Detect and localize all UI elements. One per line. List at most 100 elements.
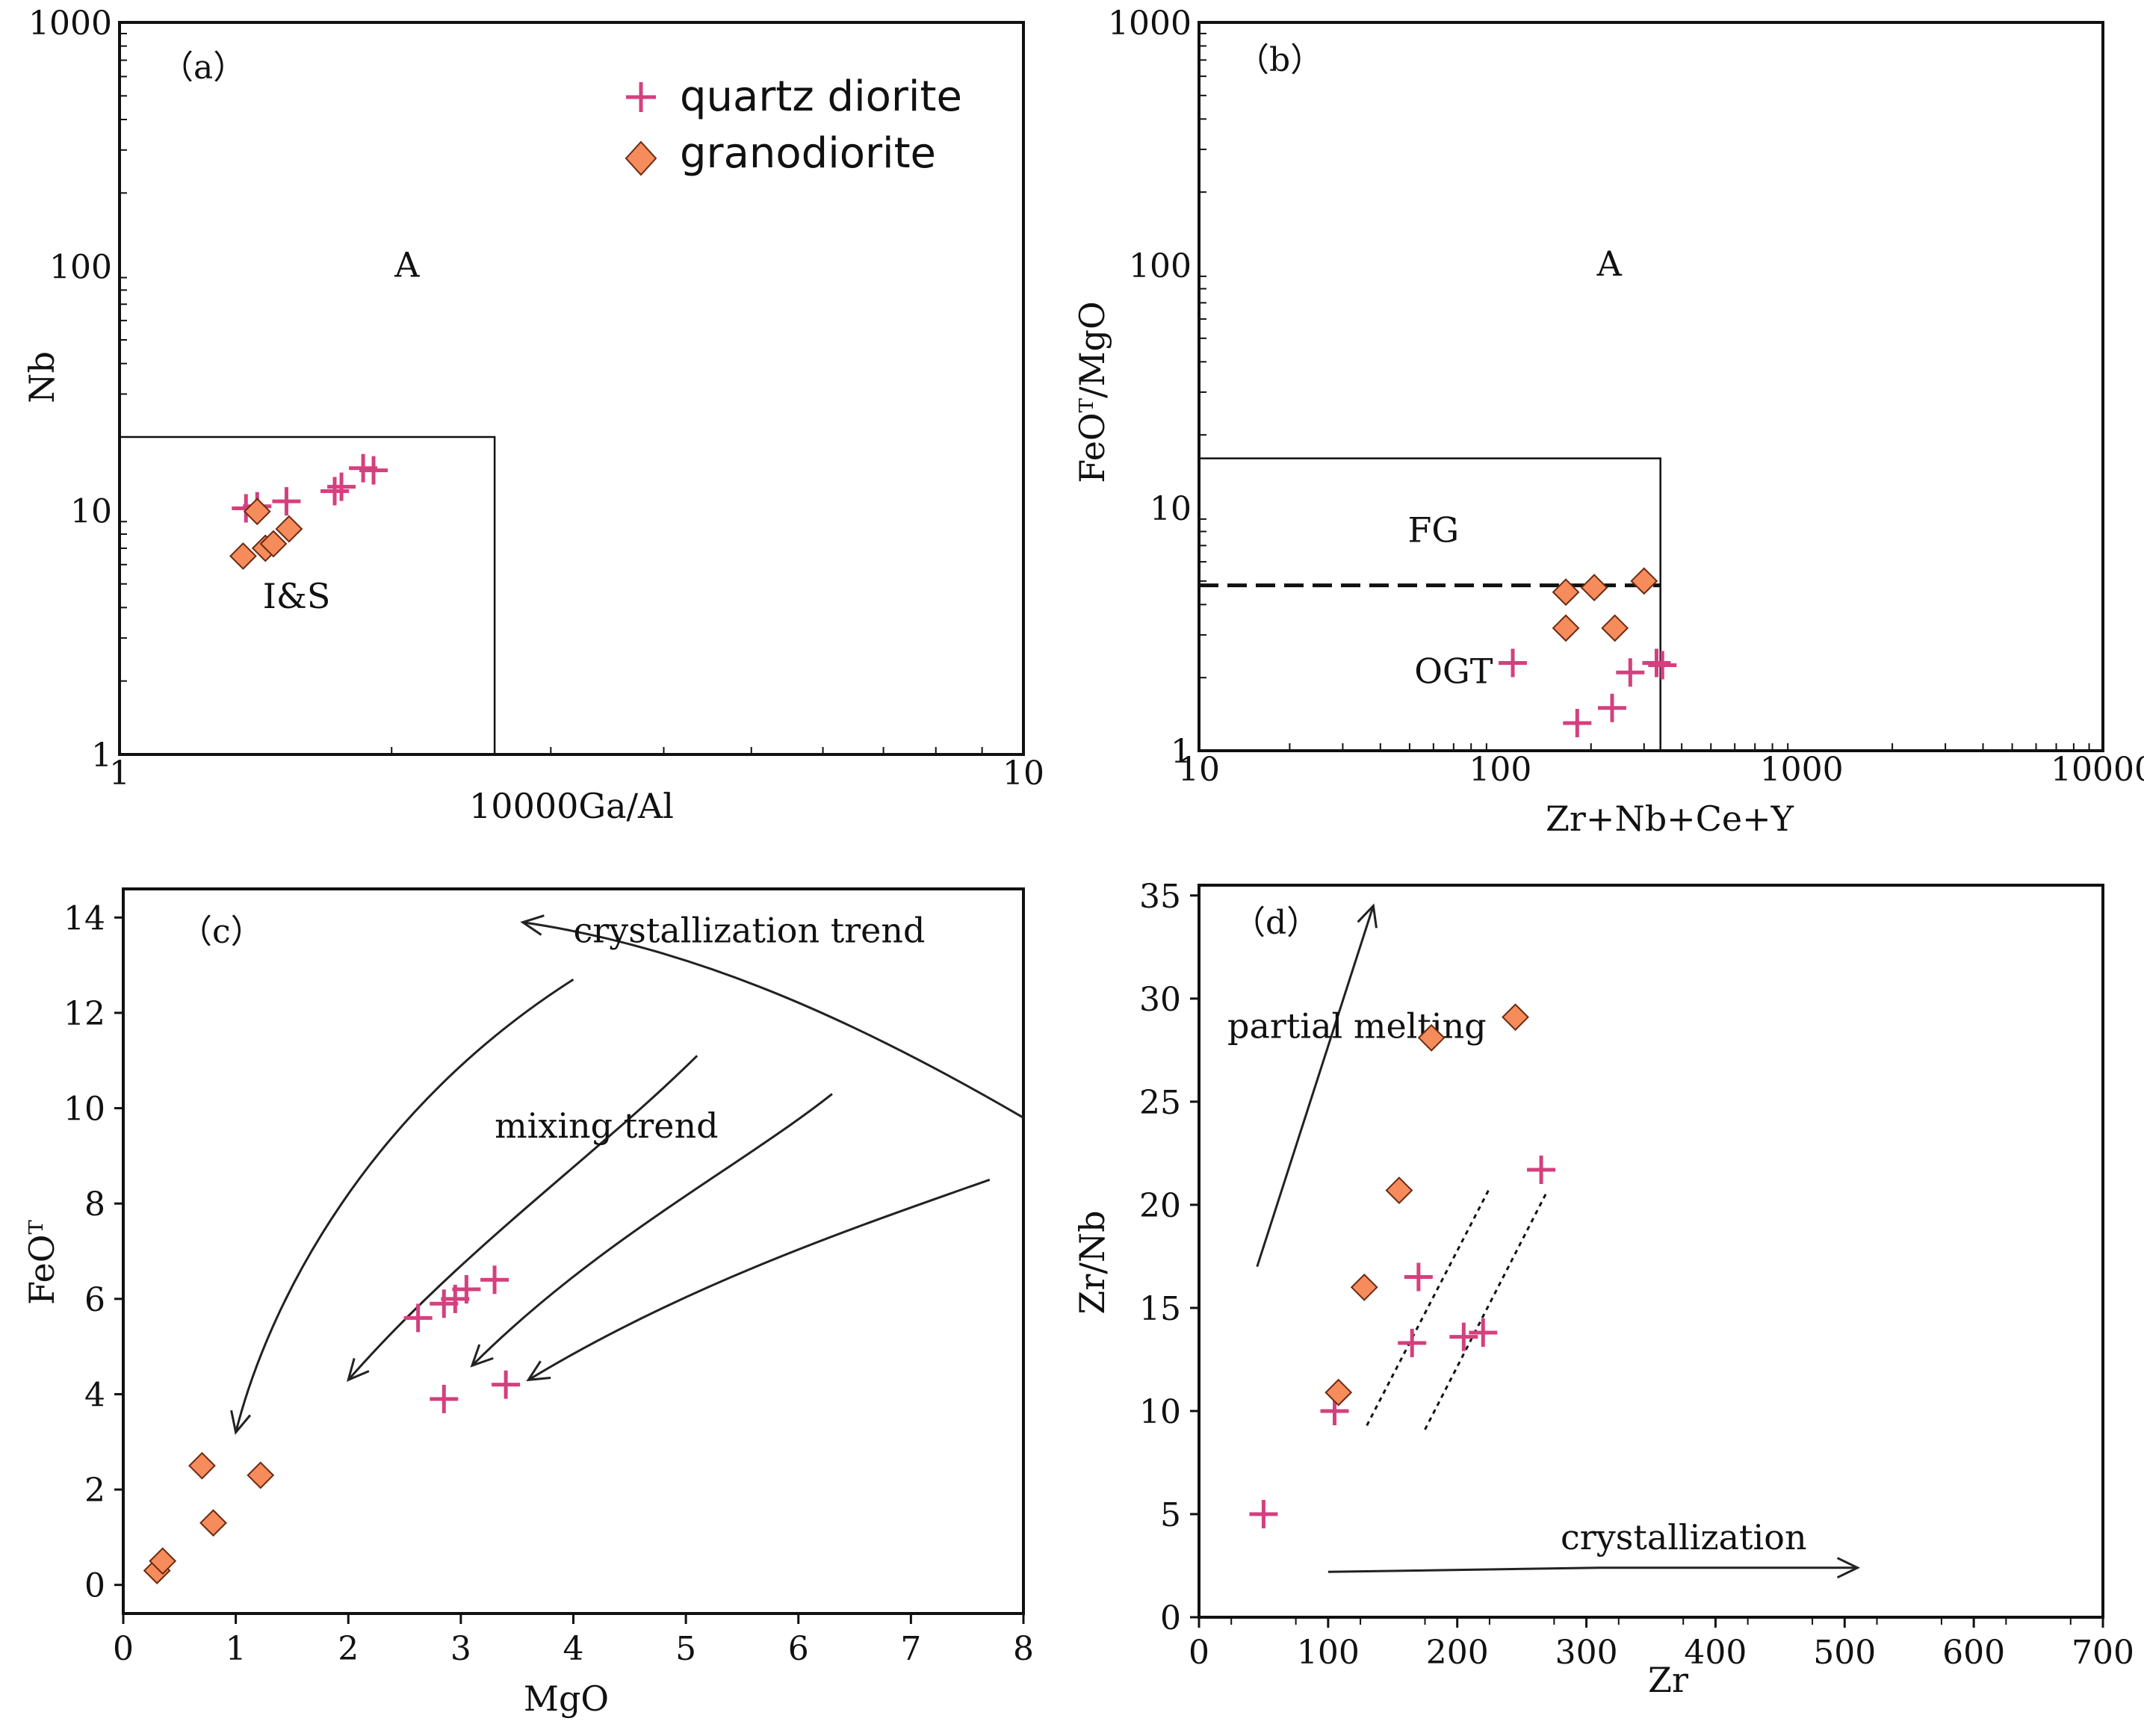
y-tick-label: 1 (1171, 733, 1192, 771)
x-tick-label: 600 (1942, 1634, 2005, 1672)
data-points-b (1499, 567, 1677, 737)
y-tick-label: 10 (70, 492, 112, 530)
granodiorite-point (1580, 574, 1608, 601)
x-tick-label: 1 (226, 1630, 247, 1668)
y-axis-label-c: FeOᵀ (22, 1219, 62, 1304)
quartz-diorite-point (452, 1275, 481, 1304)
legend-item-granodiorite: granodiorite (625, 129, 936, 178)
y-tick-label: 100 (49, 249, 112, 287)
x-axis-label-a: 10000Ga/Al (469, 786, 674, 826)
x-tick-label: 10 (1178, 751, 1220, 789)
annotation-text: partial melting (1227, 1005, 1487, 1046)
y-tick-label: 12 (63, 995, 105, 1033)
panel-a: （a） 10000Ga/Al Nb 1 10 1 10 100 1000 A I&S qua… (22, 4, 1044, 826)
granodiorite-point (243, 497, 271, 526)
granodiorite-point (247, 1461, 275, 1489)
arrow-head (470, 1344, 494, 1368)
region-label: OGT (1414, 651, 1493, 691)
quartz-diorite-point (430, 1384, 459, 1413)
trend-arrows-d (1256, 903, 1861, 1579)
panel-label-c: （c） (179, 913, 264, 951)
x-tick-label: 100 (1297, 1634, 1360, 1672)
trend-arrow (522, 921, 1024, 1119)
legend-diamond-marker (625, 140, 657, 176)
quartz-diorite-point (1499, 648, 1528, 678)
trend-arrow (527, 1178, 991, 1381)
annotation-text: crystallization trend (574, 910, 926, 950)
region-label: I&S (263, 576, 331, 616)
x-tick-label: 1 (109, 754, 130, 793)
y-tick-label: 6 (84, 1281, 105, 1319)
y-tick-label: 30 (1139, 981, 1181, 1019)
quartz-diorite-point (1249, 1499, 1278, 1528)
x-tick-label: 5 (675, 1630, 696, 1668)
y-axis-label-d: Zr/Nb (1072, 1210, 1112, 1314)
plot-frame-a (118, 21, 1025, 756)
quartz-diorite-point (1598, 693, 1626, 722)
granodiorite-point (199, 1509, 227, 1537)
panel-label-d: （d） (1233, 904, 1319, 942)
y-tick-label: 20 (1139, 1187, 1181, 1225)
x-tick-label: 4 (563, 1630, 584, 1668)
boundary-line (1199, 457, 1661, 751)
legend-item-quartz-diorite: quartz diorite (626, 72, 962, 121)
granodiorite-point (229, 542, 257, 570)
x-tick-label: 700 (2072, 1634, 2134, 1672)
x-tick-label: 6 (788, 1630, 809, 1668)
quartz-diorite-point (1616, 658, 1645, 687)
trend-arrow (347, 1055, 698, 1381)
granodiorite-point (1417, 1023, 1446, 1052)
y-tick-label: 25 (1139, 1084, 1181, 1122)
annotations-c: crystallization trend mixing trend (495, 910, 925, 1146)
annotation-text: crystallization (1561, 1517, 1807, 1557)
arrow-head (230, 1410, 252, 1435)
annotation-text: mixing trend (495, 1106, 718, 1146)
quartz-diorite-point (480, 1265, 509, 1295)
granodiorite-point (275, 515, 303, 543)
y-tick-label: 1 (91, 737, 112, 775)
quartz-diorite-point (1449, 1322, 1478, 1351)
granodiorite-point (149, 1547, 177, 1575)
data-points-d (1249, 1003, 1556, 1528)
granodiorite-point (188, 1451, 216, 1480)
x-tick-label: 0 (1189, 1634, 1209, 1672)
y-tick-label: 14 (63, 899, 105, 937)
region-label: A (394, 245, 420, 285)
boundaries-a (120, 435, 496, 754)
arrow-head (1357, 903, 1378, 929)
trend-arrow (235, 978, 574, 1433)
arrow-head (520, 914, 545, 936)
granodiorite-point (1630, 567, 1658, 595)
quartz-diorite-point (1648, 651, 1677, 680)
x-tick-label: 1000 (1760, 751, 1844, 789)
quartz-diorite-point (1642, 648, 1671, 678)
granodiorite-point (259, 530, 288, 558)
x-tick-label: 500 (1813, 1634, 1876, 1672)
x-tick-label: 8 (1013, 1630, 1034, 1668)
y-tick-label: 8 (84, 1185, 105, 1224)
granodiorite-point (1385, 1177, 1413, 1204)
y-tick-label: 1000 (1108, 4, 1192, 43)
quartz-diorite-point (492, 1370, 521, 1399)
quartz-diorite-point (1398, 1328, 1427, 1357)
y-axis-label-b: FeOᵀ/MgO (1072, 301, 1112, 483)
x-axis-label-c: MgO (524, 1678, 609, 1719)
quartz-diorite-point (403, 1303, 433, 1333)
arrow-head (526, 1360, 551, 1382)
y-axis-label-a: Nb (22, 351, 62, 403)
arrow-head (1836, 1557, 1861, 1579)
granodiorite-point (1601, 614, 1629, 642)
granodiorite-point (1324, 1378, 1353, 1407)
panel-label-a: （a） (161, 49, 246, 87)
boundary-line (120, 435, 496, 754)
y-tick-label: 0 (1160, 1599, 1181, 1637)
x-axis-label-b: Zr+Nb+Ce+Y (1546, 799, 1794, 839)
x-tick-label: 7 (900, 1630, 921, 1668)
quartz-diorite-point (327, 472, 356, 501)
panel-d: （d） Zr Zr/Nb 0 100 200 300 400 500 600 700 0 5 10 1… (1072, 878, 2134, 1700)
granodiorite-point (1502, 1003, 1529, 1032)
quartz-diorite-point (1404, 1262, 1433, 1292)
x-axis-label-d: Zr (1648, 1660, 1688, 1700)
trend-arrow (1256, 905, 1375, 1268)
